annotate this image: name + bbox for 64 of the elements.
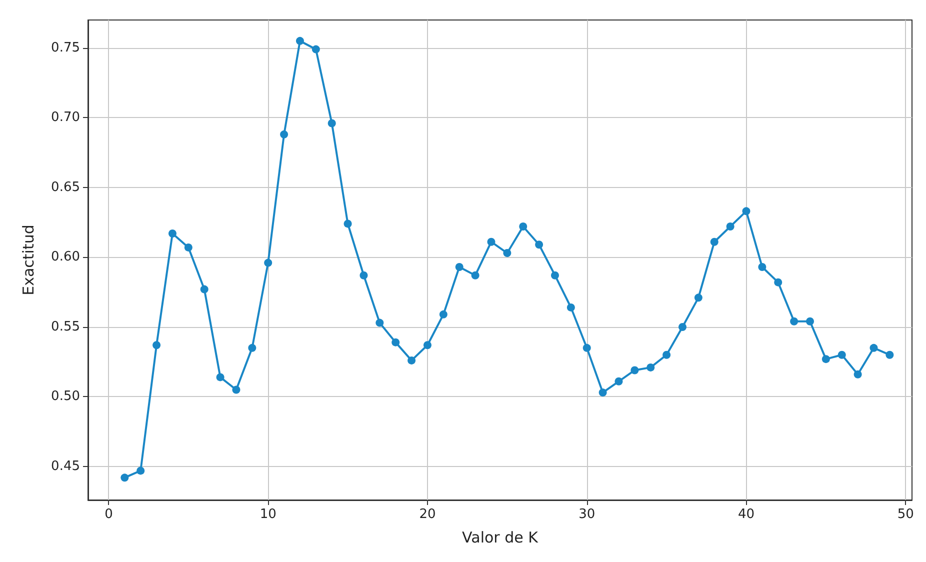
point — [136, 466, 145, 475]
y-tick-label: 0.45 — [51, 459, 80, 474]
point — [582, 344, 591, 352]
x-tick-label: 10 — [260, 507, 276, 522]
x-tick-label: 40 — [738, 507, 755, 522]
point — [790, 317, 798, 326]
point — [392, 338, 400, 346]
point — [408, 356, 416, 364]
y-tick-label: 0.50 — [51, 389, 80, 404]
y-tick-label: 0.55 — [51, 319, 80, 334]
point — [423, 341, 432, 350]
y-tick-label: 0.75 — [51, 40, 80, 56]
point — [120, 474, 129, 482]
point — [280, 130, 288, 138]
y-axis-title: Exactitud — [20, 224, 38, 296]
point — [694, 294, 702, 302]
point — [200, 285, 208, 294]
point — [838, 350, 846, 359]
point — [774, 278, 782, 286]
point — [519, 222, 528, 231]
point — [614, 377, 623, 386]
point — [598, 388, 607, 397]
point — [854, 370, 862, 378]
x-tick-label: 30 — [578, 507, 596, 522]
point — [742, 207, 750, 216]
point — [822, 355, 830, 364]
point — [726, 222, 734, 231]
point — [870, 344, 878, 352]
x-tick-label: 50 — [897, 507, 914, 522]
point — [550, 271, 559, 280]
point — [168, 229, 176, 238]
x-axis-title: Valor de K — [462, 528, 540, 546]
point — [152, 341, 161, 350]
point — [232, 386, 240, 394]
point — [376, 318, 384, 327]
point — [248, 344, 256, 352]
point — [678, 322, 686, 331]
point — [328, 119, 336, 128]
point — [487, 238, 496, 246]
point — [662, 350, 671, 359]
point — [264, 258, 272, 267]
x-tick-label: 20 — [419, 507, 436, 522]
point — [886, 350, 894, 359]
point — [630, 366, 639, 374]
point — [503, 249, 512, 258]
point — [296, 36, 304, 45]
point — [216, 373, 224, 382]
y-tick-label: 0.70 — [51, 110, 80, 126]
y-tick-label: 0.60 — [51, 250, 80, 265]
point — [360, 271, 368, 280]
point — [455, 262, 464, 271]
point — [184, 243, 192, 252]
point — [806, 317, 814, 326]
point — [471, 271, 480, 280]
x-tick-label: 0 — [104, 507, 113, 522]
y-tick-label: 0.65 — [51, 180, 80, 195]
point — [710, 238, 718, 246]
point — [535, 240, 544, 249]
point — [646, 363, 655, 372]
point — [439, 310, 448, 318]
point — [758, 262, 766, 271]
point — [566, 303, 575, 312]
point — [344, 220, 352, 228]
point — [312, 45, 320, 54]
